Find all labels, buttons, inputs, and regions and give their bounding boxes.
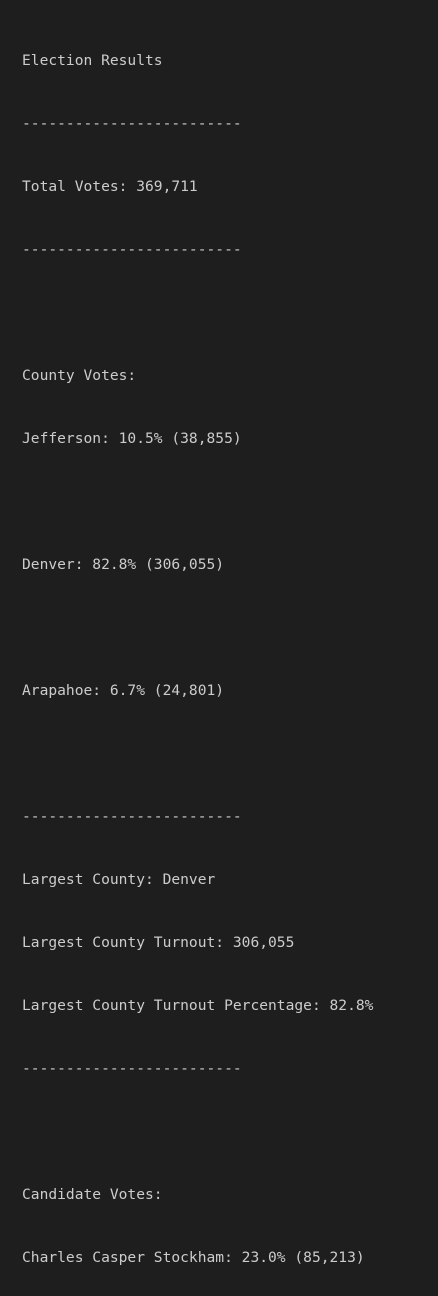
blank-line (22, 491, 438, 512)
divider: ------------------------- (22, 241, 242, 258)
candidate-votes-header: Candidate Votes: (22, 1186, 163, 1203)
divider: ------------------------- (22, 1060, 242, 1077)
blank-line (22, 1121, 438, 1142)
terminal-output[interactable]: Election Results -----------------------… (0, 0, 438, 1266)
blank-line (22, 743, 438, 764)
largest-county-turnout: Largest County Turnout: 306,055 (22, 934, 295, 951)
county-line-denver: Denver: 82.8% (306,055) (22, 556, 225, 573)
largest-county-percentage: Largest County Turnout Percentage: 82.8% (22, 997, 374, 1014)
divider: ------------------------- (22, 808, 242, 825)
county-line-arapahoe: Arapahoe: 6.7% (24,801) (22, 682, 225, 699)
largest-county: Largest County: Denver (22, 871, 216, 888)
blank-line (22, 617, 438, 638)
county-votes-header: County Votes: (22, 367, 137, 384)
results-title: Election Results (22, 52, 163, 69)
total-votes: Total Votes: 369,711 (22, 178, 198, 195)
blank-line (22, 302, 438, 323)
candidate-line-stockham: Charles Casper Stockham: 23.0% (85,213) (22, 1249, 365, 1266)
county-line-jefferson: Jefferson: 10.5% (38,855) (22, 430, 242, 447)
divider: ------------------------- (22, 115, 242, 132)
